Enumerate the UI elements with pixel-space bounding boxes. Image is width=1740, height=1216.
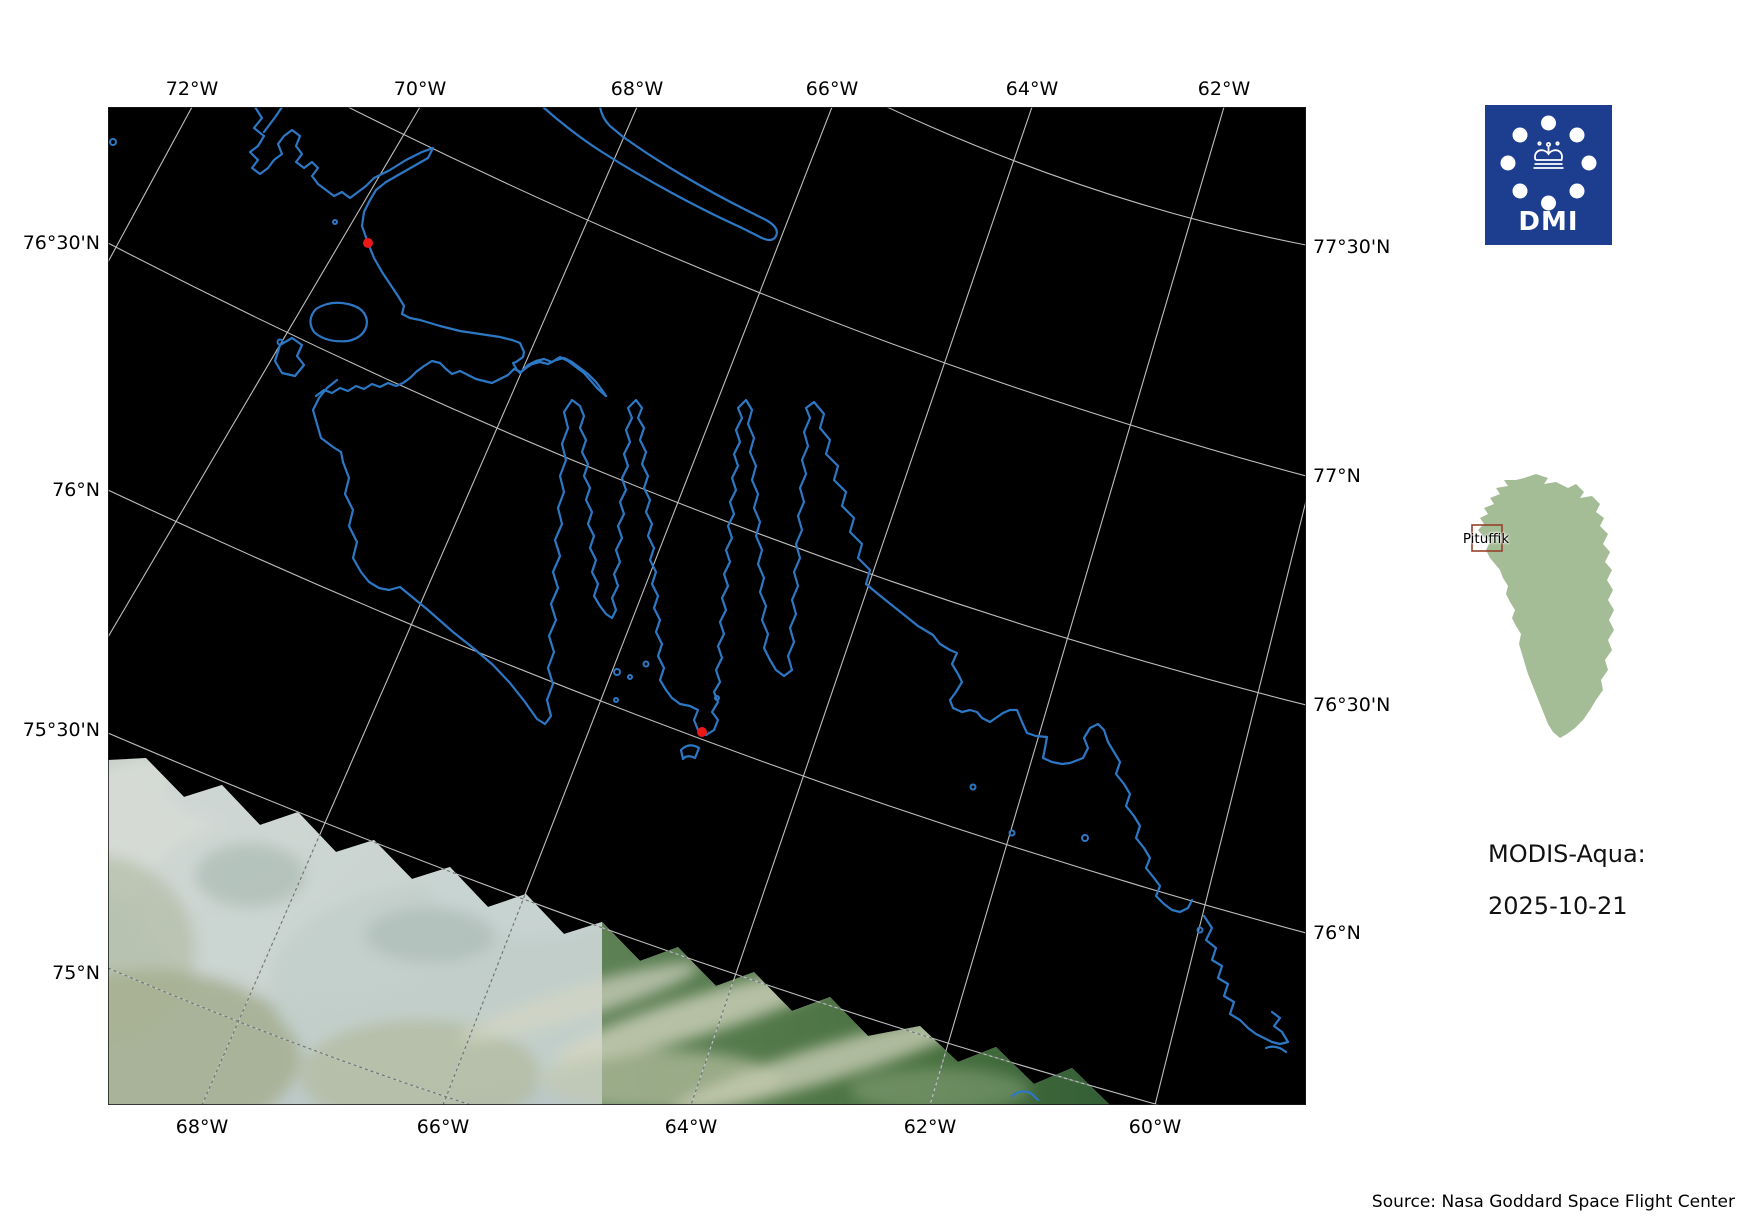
- axis-left-label: 75°N: [52, 962, 100, 984]
- product-name: MODIS-Aqua:: [1488, 840, 1646, 868]
- red-marker: [697, 727, 707, 737]
- axis-label-right: 77°N: [1313, 465, 1361, 487]
- greenland-inset-map: [1471, 474, 1614, 738]
- axis-label-bottom: 66°W: [416, 1116, 470, 1138]
- inset-region-box: [1471, 524, 1503, 552]
- dmi-dots-icon: [1500, 115, 1597, 211]
- axis-label-top: 64°W: [1005, 78, 1059, 100]
- dmi-logo: DMI: [1485, 105, 1612, 245]
- crown-icon: [1533, 141, 1564, 169]
- axis-label-left: 76°30'N: [22, 232, 100, 254]
- axis-label-left: 76°N: [52, 479, 100, 501]
- axis-label-bottom: 64°W: [664, 1116, 718, 1138]
- coastline-contours: [248, 107, 1290, 1102]
- source-credit: Source: Nasa Goddard Space Flight Center: [1371, 1192, 1735, 1212]
- axis-label-top: 66°W: [805, 78, 859, 100]
- axis-label-top: 70°W: [393, 78, 447, 100]
- axis-label-bottom: 60°W: [1128, 1116, 1182, 1138]
- axis-label-right: 76°30'N: [1313, 694, 1391, 716]
- axis-label-right: 76°N: [1313, 922, 1361, 944]
- axis-label-top: 68°W: [610, 78, 664, 100]
- red-marker: [363, 238, 373, 248]
- axis-label-top: 62°W: [1197, 78, 1251, 100]
- axis-label-top: 72°W: [165, 78, 219, 100]
- product-date: 2025-10-21: [1488, 892, 1628, 920]
- satellite-map: [108, 107, 1306, 1105]
- inset-region-label: Pituffik: [1462, 531, 1510, 547]
- axis-label-bottom: 62°W: [903, 1116, 957, 1138]
- axis-label-right: 77°30'N: [1313, 236, 1391, 258]
- axis-label-left: 75°30'N: [22, 719, 100, 741]
- axis-label-bottom: 68°W: [175, 1116, 229, 1138]
- dmi-logo-text: DMI: [1518, 207, 1579, 237]
- islets: [109, 138, 1204, 934]
- greenland-silhouette: [1478, 474, 1614, 738]
